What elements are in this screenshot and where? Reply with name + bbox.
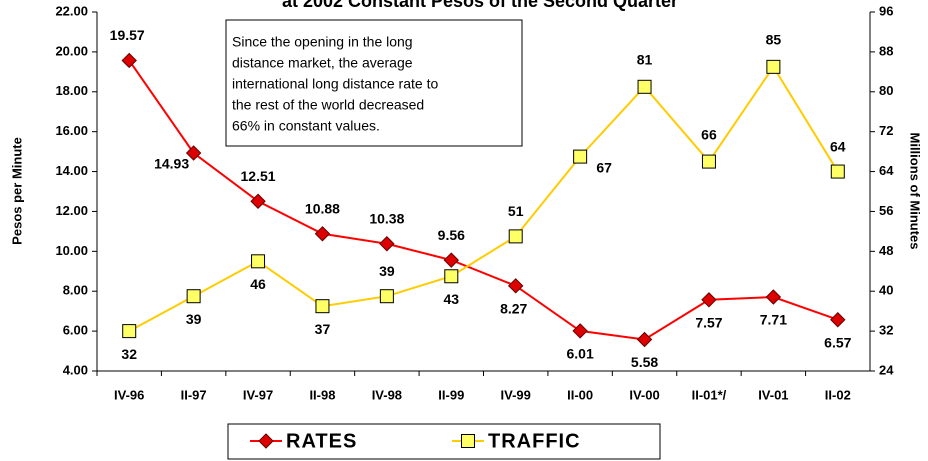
data-label: 14.93 (154, 156, 189, 172)
series-line (128, 59, 839, 341)
y-tick-label: 14.00 (55, 163, 88, 178)
y-tick-label: 12.00 (55, 203, 88, 218)
y2-axis-label: Millions of Minutes (908, 133, 923, 250)
annotation-line: Since the opening in the long (232, 34, 413, 50)
x-tick-label: IV-99 (501, 387, 531, 402)
y2-tick-label: 80 (879, 83, 893, 98)
x-tick-label: IV-97 (243, 387, 273, 402)
x-tick-label: IV-01 (758, 387, 788, 402)
data-label: 7.57 (695, 315, 722, 331)
data-label: 19.57 (110, 27, 145, 43)
y-tick-label: 10.00 (55, 243, 88, 258)
marker (636, 331, 653, 348)
marker (637, 79, 652, 94)
marker (314, 226, 331, 242)
y2-tick-label: 64 (879, 163, 894, 178)
legend-label: RATES (286, 430, 357, 452)
y-tick-label: 16.00 (55, 123, 88, 138)
marker (379, 236, 395, 252)
x-tick-label: II-00 (567, 387, 593, 402)
legend-marker (461, 434, 475, 448)
data-label: 32 (121, 346, 137, 362)
marker (186, 289, 201, 304)
data-label: 43 (444, 291, 460, 307)
marker (830, 164, 845, 179)
marker (573, 149, 588, 164)
marker (765, 289, 782, 305)
marker (121, 52, 137, 69)
x-tick-label: IV-00 (629, 387, 659, 402)
annotation-line: international long distance rate to (232, 76, 438, 92)
marker (315, 299, 330, 314)
y2-tick-label: 72 (879, 123, 893, 138)
y2-tick-label: 24 (879, 362, 894, 377)
y-axis-label: Pesos per Minute (9, 137, 24, 245)
legend-box (227, 423, 661, 460)
marker (185, 145, 202, 161)
data-label: 81 (637, 51, 653, 67)
marker (122, 324, 137, 339)
y-tick-label: 20.00 (55, 43, 88, 58)
marker (443, 252, 459, 268)
data-label: 6.01 (567, 346, 594, 362)
marker (701, 292, 717, 308)
data-label: 37 (315, 321, 331, 337)
annotation-line: the rest of the world decreased (232, 97, 424, 113)
x-tick-label: IV-98 (372, 387, 402, 402)
data-label: 5.58 (631, 354, 658, 370)
legend-marker (258, 433, 274, 449)
data-label: 10.88 (305, 200, 340, 216)
data-label: 39 (186, 311, 202, 327)
data-label: 10.38 (369, 210, 404, 226)
y2-tick-label: 88 (879, 43, 893, 58)
marker (251, 254, 266, 269)
marker (444, 269, 459, 284)
data-label: 46 (250, 276, 266, 292)
y-tick-label: 4.00 (63, 362, 88, 377)
data-label: 8.27 (500, 301, 527, 317)
x-tick-label: II-97 (181, 387, 207, 402)
data-label: 67 (596, 159, 612, 175)
x-tick-label: II-02 (825, 387, 851, 402)
legend-label: TRAFFIC (488, 430, 581, 452)
y2-tick-label: 40 (879, 283, 893, 298)
annotation-box (225, 19, 523, 147)
annotation-line: distance market, the average (232, 55, 413, 71)
data-label: 7.71 (760, 312, 787, 328)
y2-tick-label: 56 (879, 203, 893, 218)
series-line (128, 65, 839, 332)
y-tick-label: 8.00 (63, 283, 88, 298)
x-tick-label: II-99 (438, 387, 464, 402)
data-label: 85 (766, 32, 782, 48)
marker (701, 154, 716, 169)
y2-tick-label: 48 (879, 243, 893, 258)
marker (250, 193, 266, 209)
data-label: 64 (830, 138, 846, 154)
marker (766, 59, 781, 74)
marker (379, 289, 394, 304)
annotation-line: 66% in constant values. (232, 118, 380, 134)
y-tick-label: 22.00 (55, 3, 88, 18)
marker (508, 229, 523, 244)
chart-title: at 2002 Constant Pesos of the Second Qua… (282, 0, 678, 11)
data-label: 9.56 (438, 227, 465, 243)
y-tick-label: 6.00 (63, 323, 88, 338)
marker (508, 278, 524, 294)
data-label: 66 (701, 126, 717, 142)
data-label: 39 (379, 263, 395, 279)
marker (572, 323, 588, 339)
data-label: 12.51 (241, 168, 276, 184)
data-label: 51 (508, 203, 524, 219)
y2-tick-label: 32 (879, 323, 893, 338)
x-tick-label: II-98 (309, 387, 335, 402)
x-tick-label: II-01*/ (692, 387, 727, 402)
x-tick-label: IV-96 (114, 387, 144, 402)
y2-tick-label: 96 (879, 3, 893, 18)
marker (830, 312, 846, 328)
data-label: 6.57 (824, 334, 851, 350)
y-tick-label: 18.00 (55, 83, 88, 98)
